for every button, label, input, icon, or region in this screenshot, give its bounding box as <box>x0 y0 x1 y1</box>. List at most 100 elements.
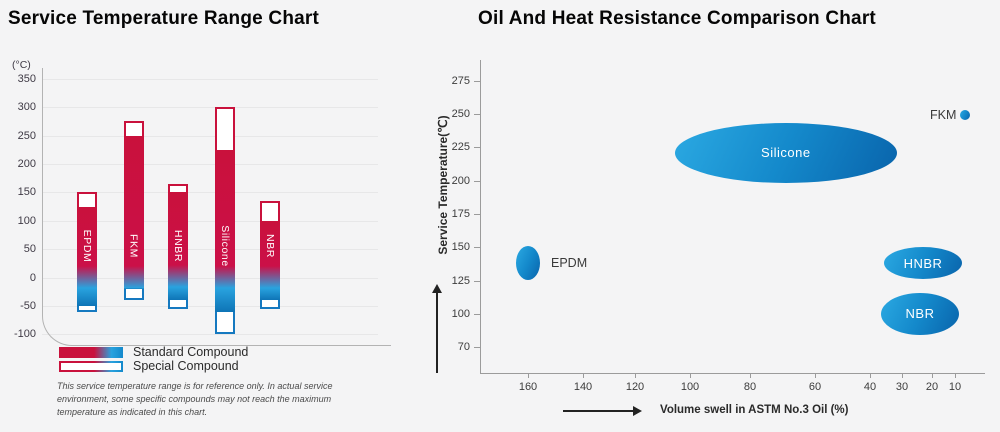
y-axis-line <box>480 60 481 373</box>
bubble-epdm <box>516 246 540 281</box>
y-tick <box>474 114 480 115</box>
bubble-label-epdm: EPDM <box>551 256 588 271</box>
x-tick <box>815 372 816 378</box>
bar-standard-range <box>77 206 97 306</box>
bubble-hnbr: HNBR <box>884 247 962 280</box>
gridline <box>42 334 378 336</box>
gridline <box>42 277 378 279</box>
y-axis-arrow-line <box>436 293 438 373</box>
bar-label: Silicone <box>219 225 231 267</box>
y-tick-label: 350 <box>17 72 36 85</box>
gridline <box>42 135 378 137</box>
y-tick-label: 50 <box>23 243 36 256</box>
y-tick-label: 300 <box>17 101 36 114</box>
bar-special-bottom <box>215 307 235 335</box>
y-tick <box>474 313 480 315</box>
legend-label: Standard Compound <box>133 345 249 359</box>
y-tick-label: 150 <box>451 241 470 254</box>
x-tick <box>690 372 691 378</box>
left-chart-unit-label: (°C) <box>12 59 31 71</box>
y-tick <box>474 247 480 249</box>
disclaimer-note: This service temperature range is for re… <box>57 381 333 418</box>
y-tick <box>474 347 480 349</box>
left-chart-title: Service Temperature Range Chart <box>8 8 320 29</box>
y-tick-label: 100 <box>451 307 470 320</box>
y-tick-label: 250 <box>17 129 36 142</box>
y-axis-title: Service Temperature(℃) <box>436 115 450 255</box>
bubble-silicone: Silicone <box>674 122 897 183</box>
legend-label: Special Compound <box>133 359 239 373</box>
x-tick <box>902 372 903 378</box>
bubble-label-fkm: FKM <box>930 108 957 123</box>
x-axis-title: Volume swell in ASTM No.3 Oil (%) <box>660 404 849 416</box>
bar-standard-range <box>260 220 280 301</box>
y-tick-label: 0 <box>29 271 36 284</box>
y-axis-arrow-icon <box>432 284 442 293</box>
y-tick <box>474 147 480 149</box>
x-tick-label: 160 <box>518 380 538 393</box>
x-tick <box>870 372 871 378</box>
y-tick-label: 70 <box>457 341 470 354</box>
bubble-fkm <box>960 110 971 121</box>
special-compound-swatch-inner <box>61 363 121 370</box>
y-tick-label: 125 <box>451 274 470 287</box>
bar-label: FKM <box>127 234 140 258</box>
y-tick-label: 175 <box>451 207 470 220</box>
special-compound-swatch <box>59 361 123 372</box>
x-tick-label: 100 <box>680 380 700 393</box>
bar-label: NBR <box>264 234 276 258</box>
y-tick-label: 150 <box>17 186 36 199</box>
bar-special-top <box>215 107 235 154</box>
gridline <box>42 249 378 251</box>
x-tick <box>750 372 751 378</box>
bar-standard-range <box>168 192 188 301</box>
legend-special-compound: Special Compound <box>59 359 359 373</box>
gridline <box>42 163 378 165</box>
y-tick-label: -100 <box>13 328 36 341</box>
bar-label: EPDM <box>81 229 93 263</box>
x-tick-label: 60 <box>808 380 822 393</box>
y-tick-label: -50 <box>20 299 36 312</box>
bar-standard-range <box>123 135 144 289</box>
standard-compound-swatch <box>59 347 123 358</box>
gridline <box>42 220 378 222</box>
axis-line <box>42 68 391 346</box>
y-tick-label: 200 <box>451 174 470 187</box>
x-tick-label: 10 <box>948 380 962 393</box>
x-tick-label: 140 <box>573 380 593 393</box>
x-tick-label: 20 <box>925 380 939 393</box>
y-tick <box>474 280 480 282</box>
y-tick-label: 100 <box>17 214 36 227</box>
bubble-nbr: NBR <box>881 292 959 335</box>
gridline <box>42 192 378 194</box>
x-tick-label: 40 <box>863 380 877 393</box>
bar-label: HNBR <box>172 229 184 263</box>
y-tick-label: 225 <box>451 141 470 154</box>
y-tick <box>474 80 480 82</box>
gridline <box>42 305 378 307</box>
x-tick <box>635 372 636 378</box>
y-tick-label: 275 <box>451 74 470 87</box>
y-tick-label: 200 <box>17 157 36 170</box>
x-axis-line <box>480 372 985 374</box>
y-tick <box>474 180 480 182</box>
y-tick-label: 250 <box>451 108 470 120</box>
gridline <box>42 107 378 109</box>
x-tick <box>528 372 529 378</box>
y-tick <box>474 213 480 215</box>
x-tick <box>583 372 584 378</box>
x-axis-arrow-icon <box>633 406 642 416</box>
x-tick-label: 80 <box>743 380 757 393</box>
x-tick-label: 30 <box>895 380 909 393</box>
right-chart-title: Oil And Heat Resistance Comparison Chart <box>478 8 876 29</box>
x-axis-arrow-line <box>563 410 633 412</box>
temperature-range-plot: 350 300 250 200 150 100 50 0 -50 -100 EPDM FKM HNBR S… <box>0 0 400 432</box>
bar-standard-range <box>215 149 235 312</box>
x-tick-label: 120 <box>625 380 645 393</box>
legend-standard-compound: Standard Compound <box>59 345 359 359</box>
x-tick <box>955 372 956 378</box>
x-tick <box>932 372 933 378</box>
gridline <box>42 78 378 80</box>
